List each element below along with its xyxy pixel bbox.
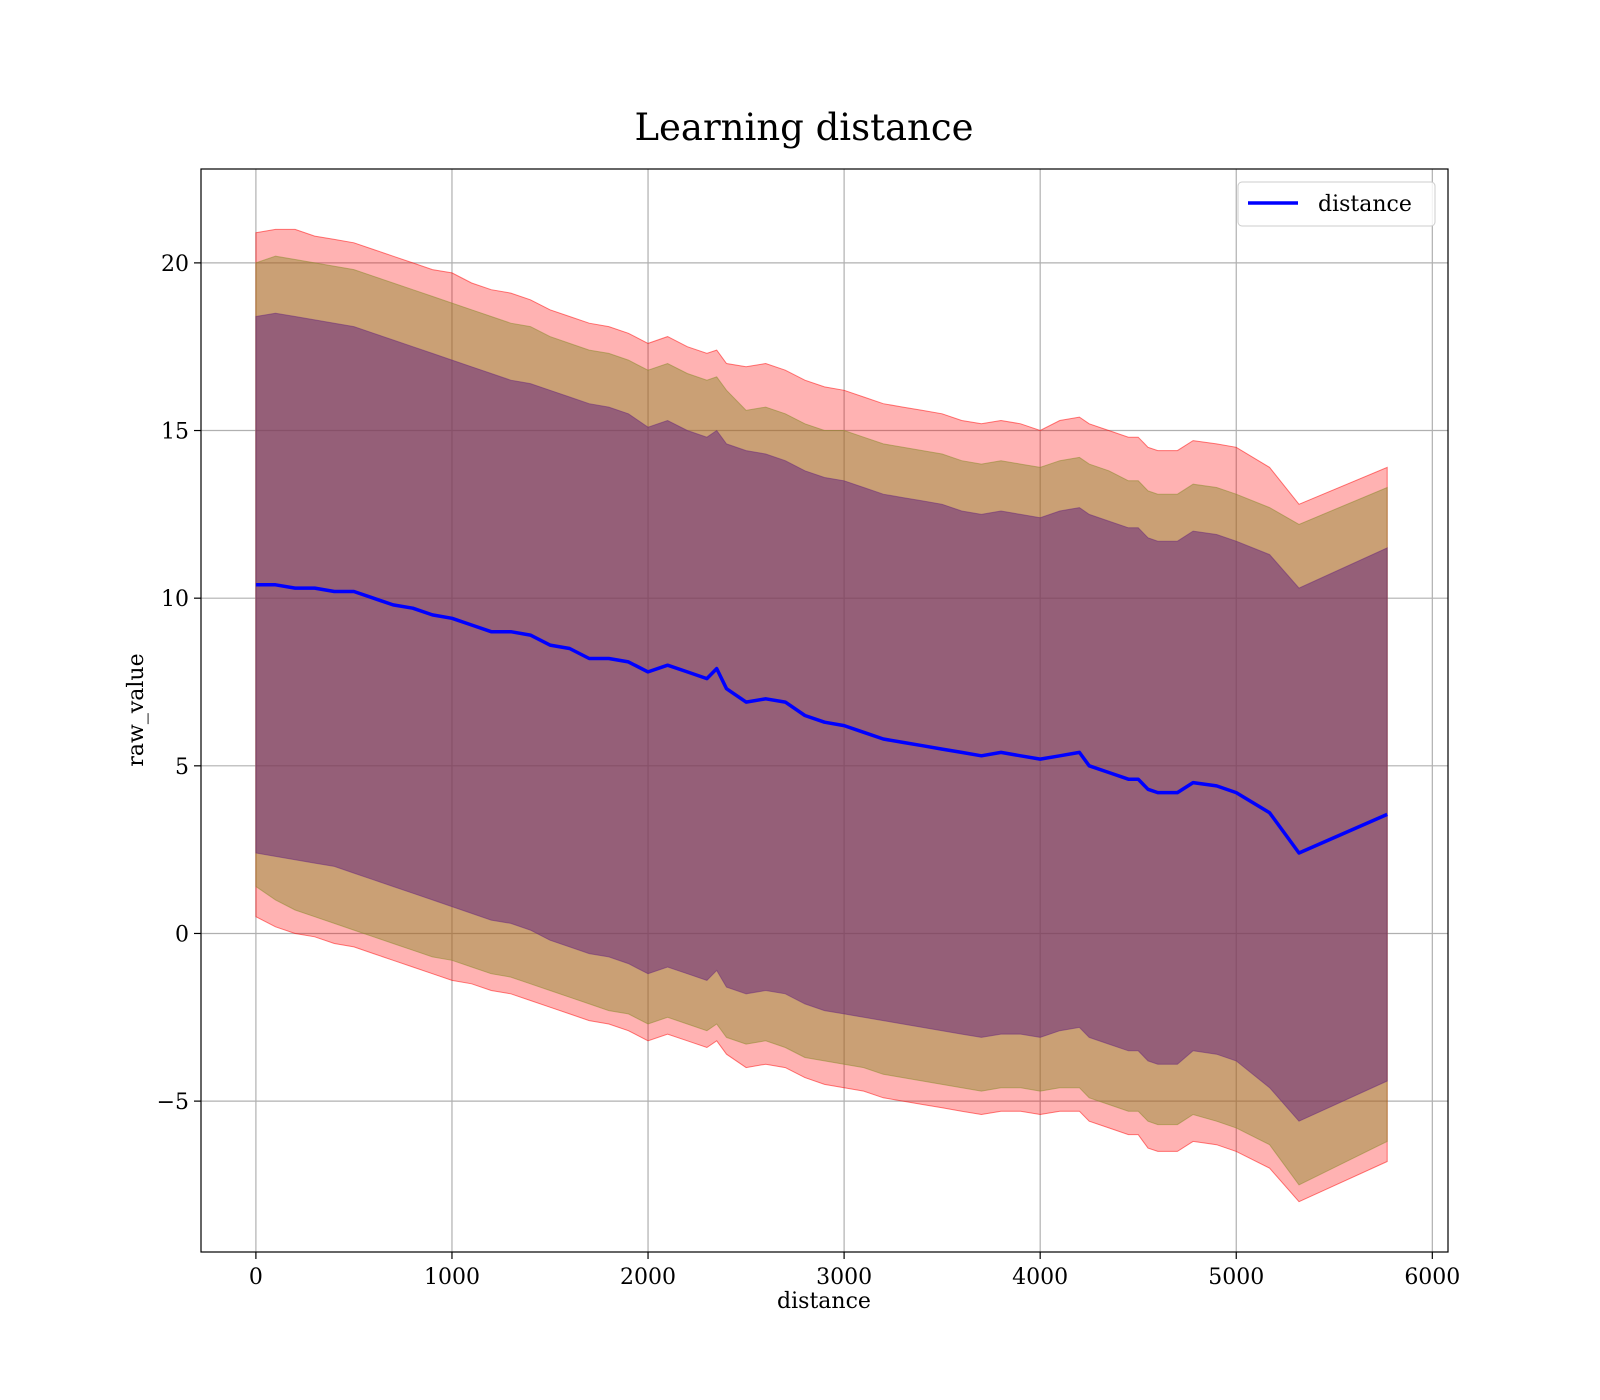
y-tick-label: 20	[161, 252, 189, 277]
x-tick-label: 6000	[1404, 1265, 1460, 1290]
tick-layer: 0 1000 2000 3000 4000 5000 6000 −5 0 5 10 15 20	[157, 252, 1461, 1290]
legend-label-distance: distance	[1318, 192, 1412, 217]
band-inner	[255, 312, 1388, 1122]
chart-title: Learning distance	[634, 106, 973, 149]
x-tick-label: 5000	[1208, 1265, 1264, 1290]
y-tick-label: 10	[161, 587, 189, 612]
x-tick-label: 1000	[424, 1265, 480, 1290]
y-tick-label: 15	[161, 420, 189, 445]
y-tick-label: −5	[157, 1090, 189, 1115]
x-tick-label: 0	[249, 1265, 263, 1290]
plot-frame	[200, 168, 1449, 1253]
x-axis-label: distance	[777, 1289, 871, 1314]
y-tick-label: 0	[175, 922, 189, 947]
x-tick-label: 3000	[816, 1265, 872, 1290]
y-axis-label: raw_value	[124, 653, 149, 766]
x-tick-label: 4000	[1012, 1265, 1068, 1290]
plot-area	[201, 169, 1448, 1252]
legend-box	[1237, 181, 1436, 227]
x-tick-label: 2000	[620, 1265, 676, 1290]
legend: distance	[1237, 181, 1436, 227]
y-tick-label: 5	[175, 755, 189, 780]
series-line-distance	[255, 583, 1388, 855]
